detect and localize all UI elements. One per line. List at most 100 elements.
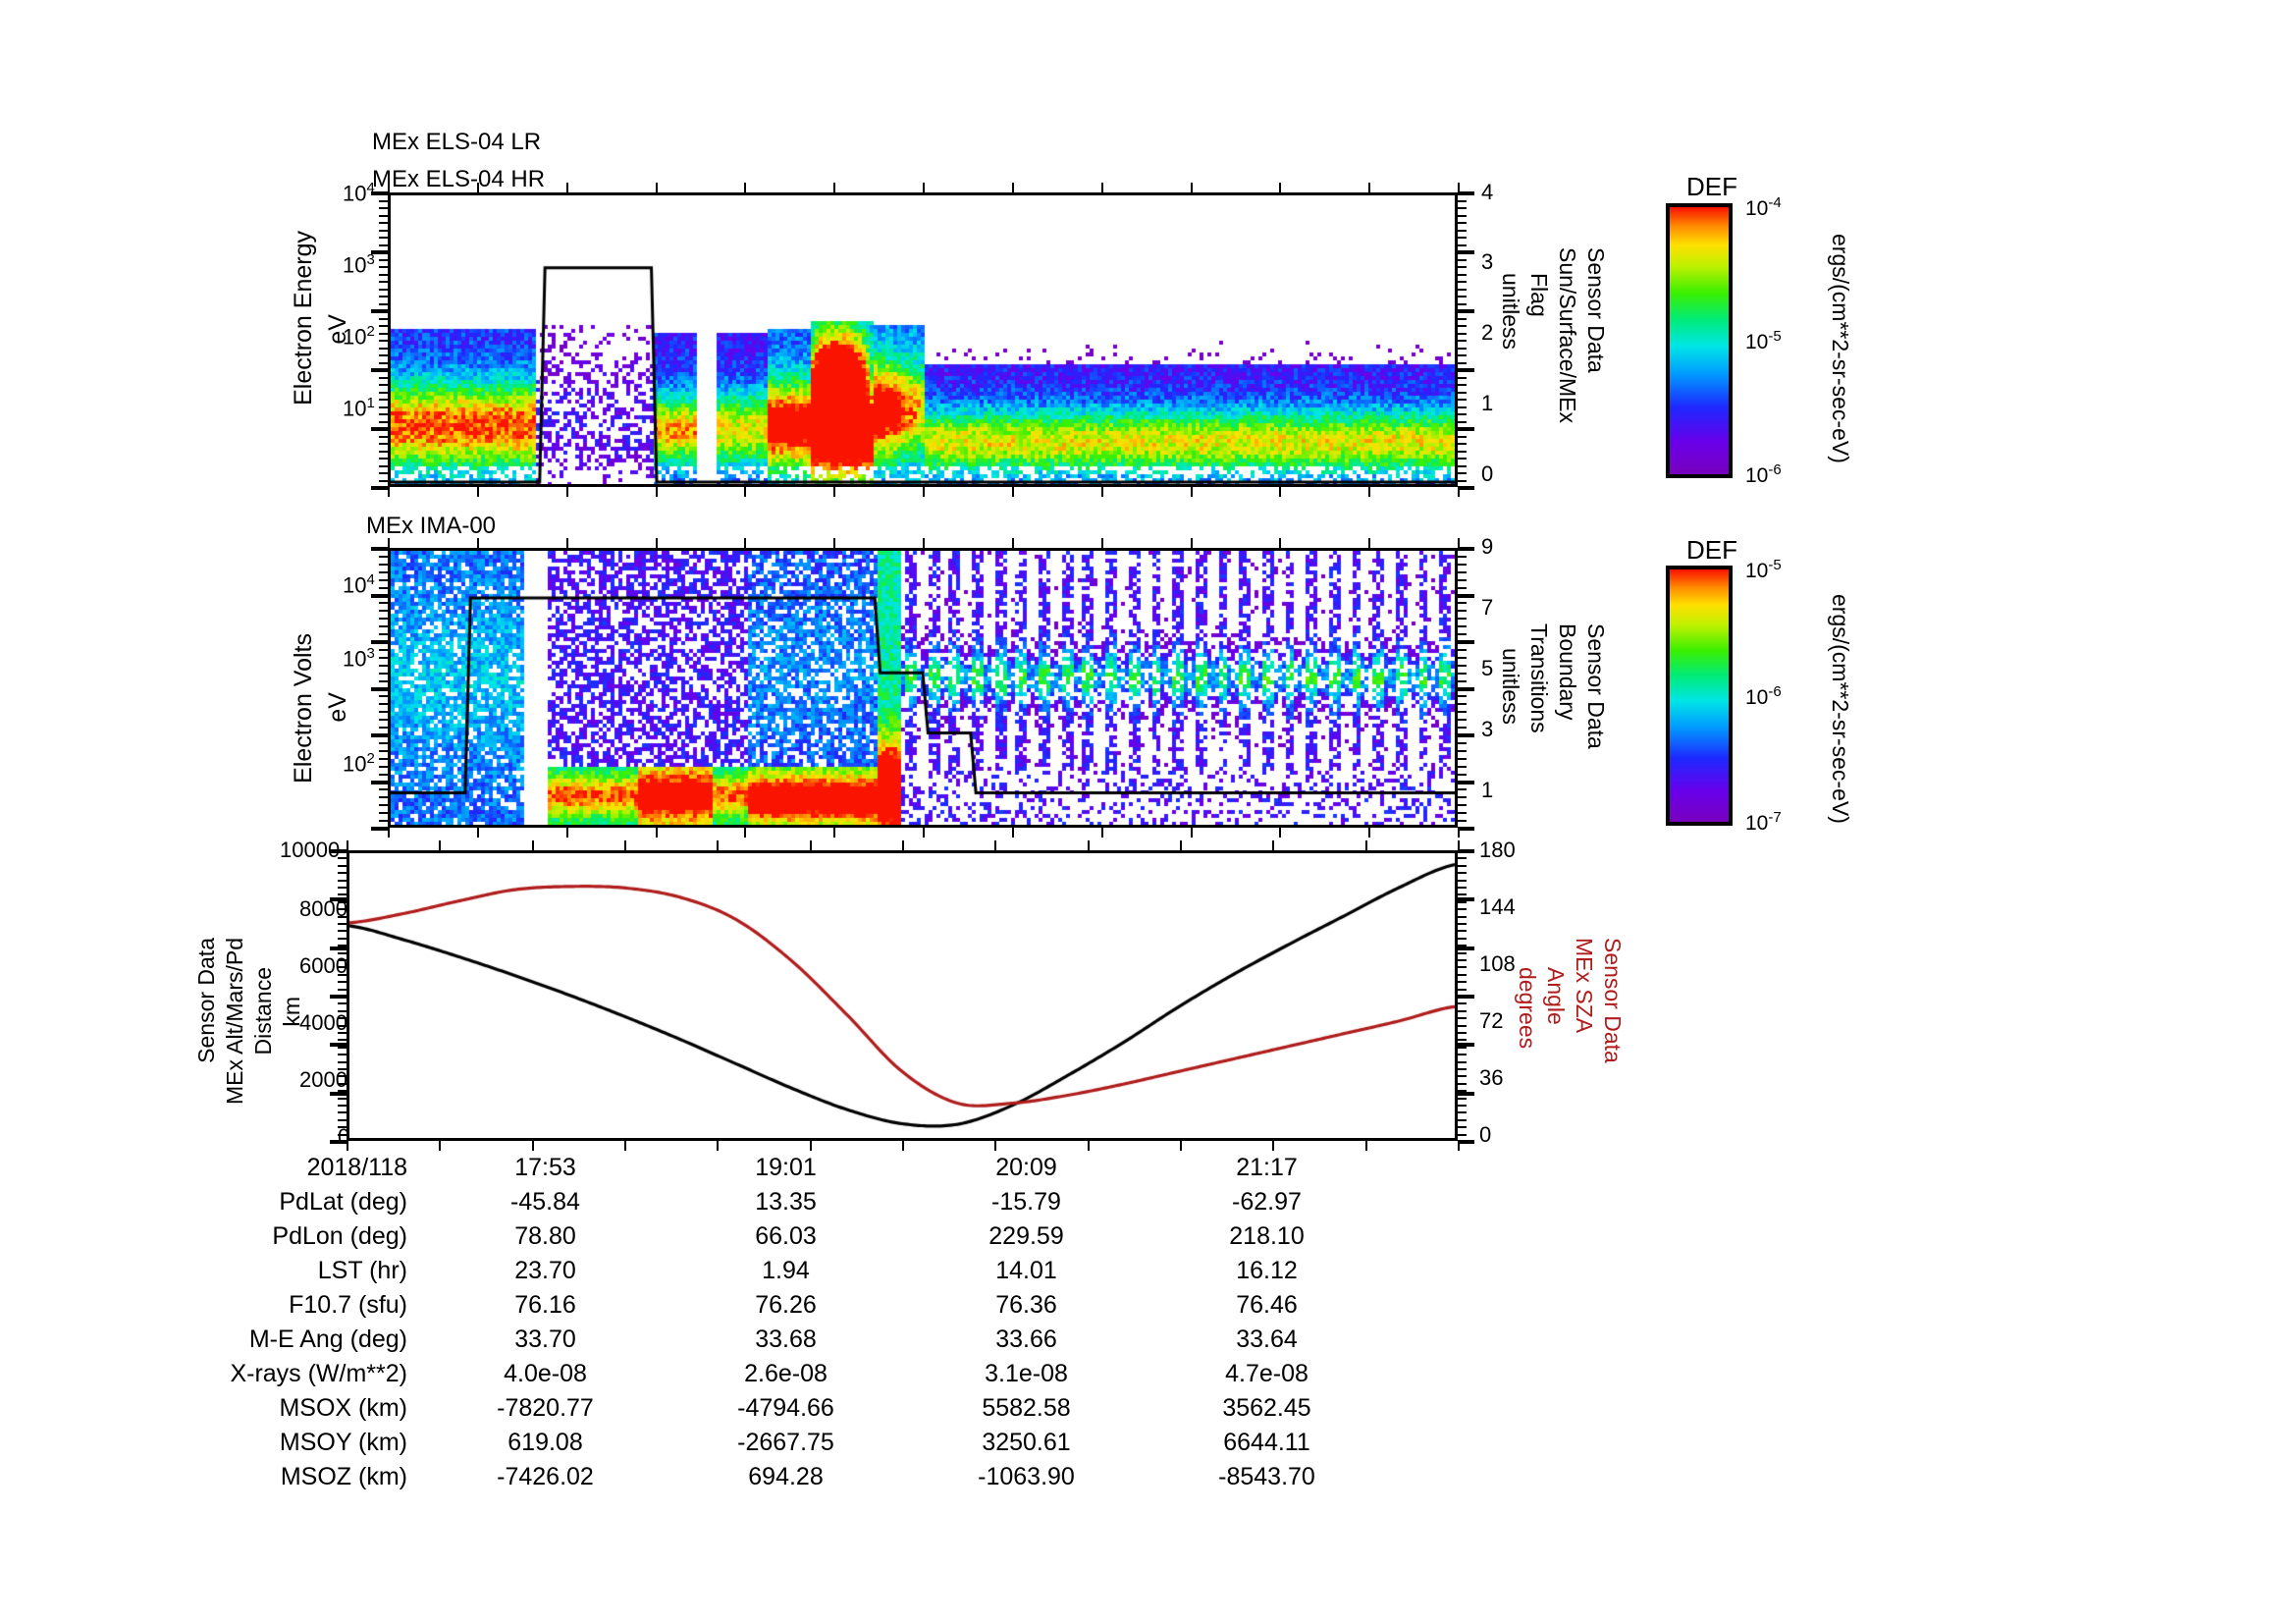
panel-ima-left-axis-unit: eV — [324, 692, 352, 723]
axis-tick — [1458, 633, 1467, 635]
cb2-mid-exp: -6 — [1768, 683, 1782, 700]
axis-tick — [1101, 487, 1103, 497]
table-cell: 6644.11 — [1223, 1429, 1310, 1456]
table-row: PdLon (deg) 78.80 66.03 229.59 218.10 — [196, 1219, 1387, 1254]
axis-tick — [1458, 857, 1467, 859]
axis-tick — [338, 1017, 347, 1019]
axis-tick — [1458, 281, 1467, 283]
axis-tick — [347, 840, 348, 850]
axis-tick — [371, 250, 388, 254]
ima-rtick-5: 5 — [1481, 656, 1494, 680]
table-cell: 694.28 — [748, 1463, 824, 1490]
axis-tick — [810, 1141, 812, 1151]
ima-right-axis-label-l2: Boundary — [1555, 623, 1580, 720]
orbit-line-plot[interactable] — [347, 850, 1458, 1141]
axis-tick — [1458, 640, 1474, 644]
axis-tick — [1458, 1126, 1467, 1128]
axis-tick — [744, 538, 746, 548]
table-cell: -1063.90 — [978, 1463, 1075, 1490]
axis-tick — [1458, 673, 1467, 675]
axis-tick — [1458, 571, 1467, 573]
axis-tick — [338, 893, 347, 895]
axis-tick — [379, 480, 388, 482]
ima-rtick-1: 1 — [1481, 778, 1494, 802]
axis-tick — [379, 318, 388, 320]
orbit-rtick-180: 180 — [1479, 838, 1516, 862]
axis-tick — [338, 916, 347, 918]
orbit-ytick-6000: 6000 — [299, 953, 347, 978]
axis-tick — [1368, 538, 1370, 548]
axis-tick — [1279, 487, 1281, 497]
table-cell: 5582.58 — [982, 1394, 1071, 1422]
axis-tick — [379, 804, 388, 806]
ima-ytick-1e4: 104 — [343, 571, 375, 598]
axis-tick — [1458, 719, 1467, 721]
axis-tick — [1458, 1090, 1467, 1092]
axis-tick — [379, 766, 388, 768]
axis-tick — [1458, 556, 1467, 558]
axis-tick — [1458, 1054, 1467, 1055]
axis-tick — [994, 840, 996, 850]
panel-els-title-hr: MEx ELS-04 HR — [372, 166, 546, 192]
axis-tick — [1458, 377, 1467, 379]
axis-tick — [566, 828, 568, 838]
axis-tick — [371, 191, 388, 195]
axis-tick — [379, 348, 388, 350]
axis-tick — [338, 1054, 347, 1055]
axis-tick — [330, 947, 347, 950]
table-cell: 76.36 — [995, 1291, 1057, 1319]
axis-tick — [1368, 183, 1370, 192]
axis-tick — [1458, 774, 1467, 776]
axis-tick — [744, 828, 746, 838]
axis-tick — [379, 259, 388, 261]
axis-tick — [1458, 183, 1460, 192]
table-cell: 619.08 — [507, 1429, 583, 1456]
axis-tick — [379, 618, 388, 620]
orbit-right-l4: degrees — [1514, 967, 1540, 1050]
axis-tick — [1458, 1111, 1467, 1113]
axis-tick — [477, 183, 479, 192]
axis-tick — [338, 1098, 347, 1100]
axis-tick — [1191, 183, 1193, 192]
axis-tick — [1012, 538, 1014, 548]
table-cell: 3250.61 — [982, 1429, 1071, 1456]
axis-tick — [1458, 472, 1467, 474]
table-cell: -7820.77 — [497, 1394, 594, 1422]
axis-tick — [566, 183, 568, 192]
axis-tick — [744, 183, 746, 192]
axis-tick — [379, 392, 388, 394]
axis-tick — [338, 930, 347, 932]
axis-tick — [1101, 538, 1103, 548]
axis-tick — [1101, 183, 1103, 192]
table-cell: 78.80 — [514, 1222, 576, 1250]
axis-tick — [1012, 487, 1014, 497]
axis-tick — [1458, 750, 1467, 752]
axis-tick — [379, 421, 388, 423]
axis-tick — [1458, 354, 1467, 356]
orbit-left-l1: Sensor Data — [193, 938, 219, 1063]
axis-tick — [379, 200, 388, 202]
axis-tick — [439, 1141, 441, 1151]
axis-tick — [1458, 840, 1460, 850]
els-spectrogram-plot[interactable] — [388, 192, 1458, 487]
axis-tick — [1458, 289, 1467, 291]
axis-tick — [379, 384, 388, 386]
axis-tick — [1458, 1025, 1467, 1027]
axis-tick — [1458, 812, 1467, 814]
axis-tick — [379, 472, 388, 474]
ima-spectrogram-plot[interactable] — [388, 548, 1458, 828]
axis-tick — [833, 828, 835, 838]
axis-tick — [338, 872, 347, 874]
axis-tick — [1458, 427, 1474, 431]
orbit-right-l2: MEx SZA — [1571, 938, 1597, 1034]
orbit-right-axis-l4: degrees — [1514, 967, 1540, 1050]
table-cell: 19:01 — [755, 1154, 817, 1181]
axis-tick — [1458, 1140, 1474, 1144]
axis-tick — [439, 840, 441, 850]
axis-tick — [1458, 296, 1467, 298]
axis-tick — [1458, 695, 1467, 697]
axis-tick — [338, 923, 347, 925]
orbit-left-axis-l2: MEx Alt/Mars/Pd — [222, 938, 247, 1105]
table-cell: 16.12 — [1236, 1257, 1298, 1284]
axis-tick — [379, 207, 388, 209]
